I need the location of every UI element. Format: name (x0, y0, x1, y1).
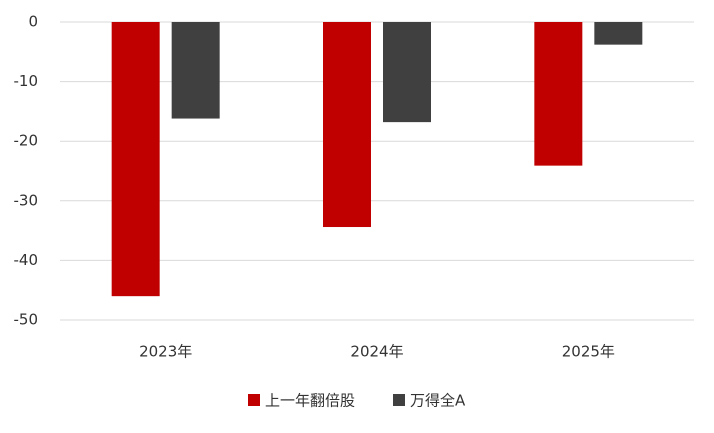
y-tick-label: -10 (14, 72, 39, 90)
y-tick-label: -30 (14, 191, 39, 209)
bar (171, 22, 220, 119)
x-tick-label: 2024年 (350, 343, 403, 361)
y-tick-label: -20 (14, 132, 39, 150)
legend-swatch (393, 394, 405, 406)
x-tick-label: 2025年 (562, 343, 615, 361)
x-tick-label: 2023年 (139, 343, 192, 361)
y-tick-label: 0 (28, 13, 38, 31)
legend-swatch (248, 394, 260, 406)
bar (383, 22, 431, 123)
legend-label: 上一年翻倍股 (265, 392, 355, 410)
legend-label: 万得全A (410, 392, 466, 410)
y-tick-label: -50 (14, 311, 39, 329)
bar (534, 22, 583, 166)
bar (594, 22, 643, 45)
bar (111, 22, 160, 297)
bar (323, 22, 371, 228)
y-tick-label: -40 (14, 251, 39, 269)
